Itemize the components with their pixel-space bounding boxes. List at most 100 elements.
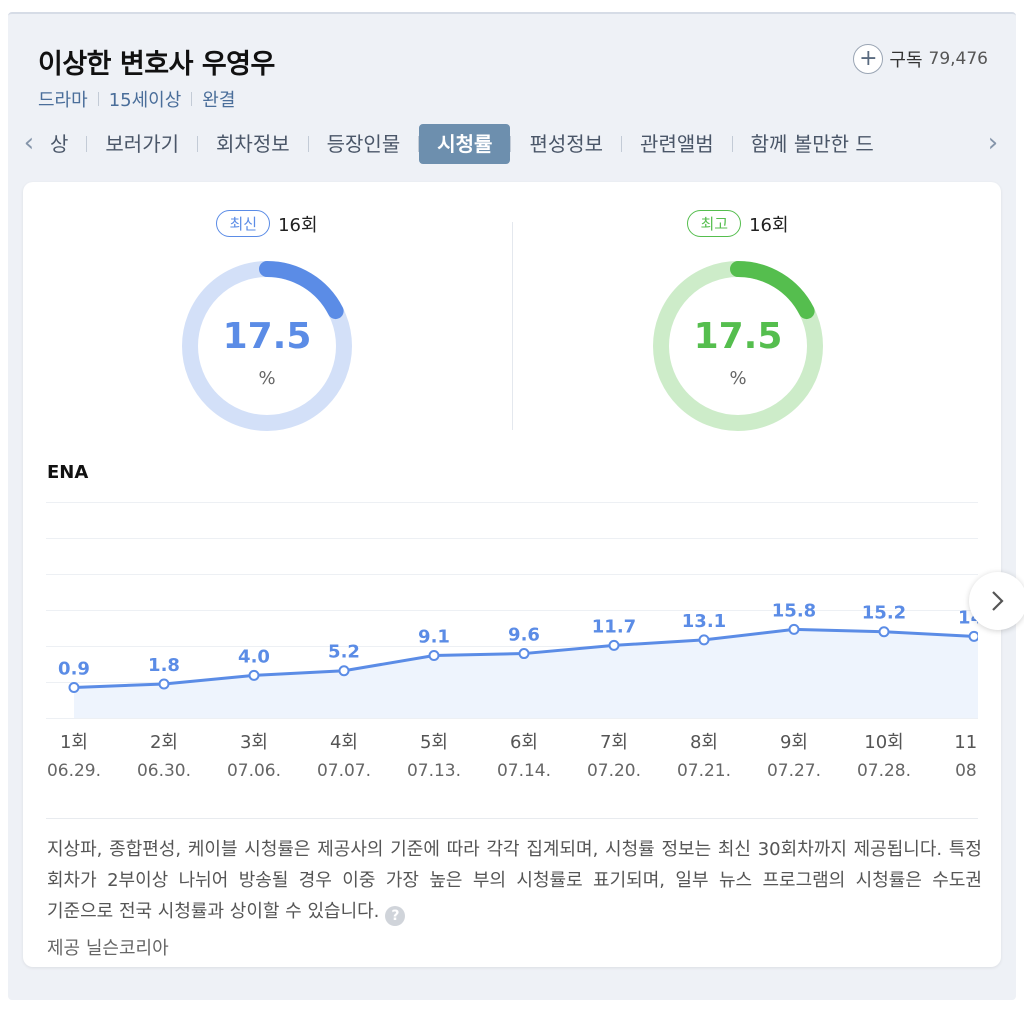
gauge-value: 17.5 bbox=[693, 316, 783, 357]
tab-strip: 상 보러가기 회차정보 등장인물 시청률 편성정보 관련앨범 함께 볼만한 드 bbox=[46, 122, 976, 166]
tab-divider bbox=[307, 136, 309, 152]
chart-date-label: 07.07. bbox=[317, 761, 371, 781]
chevron-right-icon bbox=[992, 591, 1004, 611]
chart-episode-label: 8회 bbox=[690, 732, 718, 753]
chart-point bbox=[878, 626, 890, 638]
tab-row: 상 보러가기 회차정보 등장인물 시청률 편성정보 관련앨범 함께 볼만한 드 bbox=[46, 122, 892, 166]
notice-divider bbox=[46, 818, 978, 819]
chart-episode-label: 6회 bbox=[510, 732, 538, 753]
program-title[interactable]: 이상한 변호사 우영우 bbox=[38, 49, 275, 80]
tab-1[interactable]: 보러가기 bbox=[105, 132, 180, 156]
chart-date-label: 07.27. bbox=[767, 761, 821, 781]
chart-point bbox=[158, 678, 170, 690]
tab-prev-chevron-icon[interactable]: ‹ bbox=[23, 128, 35, 158]
gauge-header: 최신 16회 bbox=[117, 210, 417, 237]
subscribe-count: 79,476 bbox=[928, 49, 988, 69]
ratings-card: 최신 16회 17.5 % 최고 16회 17.5 % ENA 0.9 bbox=[23, 182, 1024, 967]
chart-value-label: 15.2 bbox=[862, 603, 906, 624]
highest-rating-gauge: 최고 16회 17.5 % bbox=[588, 210, 888, 440]
gauge-episode: 16회 bbox=[749, 214, 789, 236]
help-icon[interactable]: ? bbox=[385, 906, 406, 926]
tab-7[interactable]: 함께 볼만한 드 bbox=[750, 132, 874, 156]
chart-point bbox=[698, 634, 710, 646]
status-link[interactable]: 완결 bbox=[202, 90, 236, 111]
gauge-episode: 16회 bbox=[278, 214, 318, 236]
chart-point bbox=[788, 623, 800, 635]
tab-next-chevron-icon[interactable]: › bbox=[987, 128, 999, 158]
chart-date-label: 07.13. bbox=[407, 761, 461, 781]
meta-divider bbox=[191, 92, 193, 106]
chart-value-label: 0.9 bbox=[58, 658, 90, 679]
chart-episode-label: 3회 bbox=[240, 732, 268, 753]
highest-pill: 최고 bbox=[687, 210, 742, 237]
chart-point bbox=[338, 665, 350, 677]
tab-0[interactable]: 상 bbox=[50, 132, 69, 156]
chart-episode-label: 7회 bbox=[600, 732, 628, 753]
gauge-ring bbox=[653, 261, 823, 431]
chart-date-label: 08.0 bbox=[955, 761, 978, 781]
tab-divider bbox=[197, 136, 199, 152]
chart-date-label: 06.29. bbox=[47, 761, 101, 781]
chart-point bbox=[428, 650, 440, 662]
ratings-line-chart: 0.9 1회 06.29. 1.8 2회 06.30. 4.0 3회 07.06. 5.2 4회 07… bbox=[46, 502, 978, 781]
tab-5[interactable]: 편성정보 bbox=[529, 132, 604, 156]
chart-date-label: 07.21. bbox=[677, 761, 731, 781]
chart-episode-label: 9회 bbox=[780, 732, 808, 753]
chart-episode-label: 11회 bbox=[954, 732, 978, 753]
network-name: ENA bbox=[47, 462, 89, 483]
chart-date-label: 06.30. bbox=[137, 761, 191, 781]
notice-text: 지상파, 종합편성, 케이블 시청률은 제공사의 기준에 따라 각각 집계되며,… bbox=[47, 839, 982, 922]
chart-date-label: 07.20. bbox=[587, 761, 641, 781]
chart-episode-label: 1회 bbox=[60, 732, 88, 753]
chart-point bbox=[968, 630, 978, 642]
chart-value-label: 15.8 bbox=[772, 600, 816, 621]
chart-episode-label: 4회 bbox=[330, 732, 358, 753]
chart-date-label: 07.14. bbox=[497, 761, 551, 781]
age-rating-link[interactable]: 15세이상 bbox=[108, 90, 182, 111]
chart-episode-label: 2회 bbox=[150, 732, 178, 753]
latest-pill: 최신 bbox=[216, 210, 271, 237]
program-panel: 이상한 변호사 우영우 드라마 15세이상 완결 + 구독 79,476 ‹ 상… bbox=[8, 12, 1024, 1000]
tab-6[interactable]: 관련앨범 bbox=[640, 132, 714, 156]
tab-bar: ‹ 상 보러가기 회차정보 등장인물 시청률 편성정보 관련앨범 함께 볼만한 드 › bbox=[8, 122, 1016, 166]
gauge-header: 최고 16회 bbox=[588, 210, 888, 237]
plus-icon: + bbox=[853, 44, 884, 74]
tab-divider bbox=[418, 136, 420, 152]
tab-divider bbox=[731, 136, 733, 152]
chart-point bbox=[248, 669, 260, 681]
chart-episode-label: 10회 bbox=[864, 732, 903, 753]
data-provider: 제공 닐슨코리아 bbox=[47, 938, 169, 959]
chart-date-label: 07.28. bbox=[857, 761, 911, 781]
chart-point bbox=[68, 681, 80, 693]
gauge-ring bbox=[182, 261, 352, 431]
subscribe-button[interactable]: + 구독 79,476 bbox=[853, 44, 988, 74]
genre-link[interactable]: 드라마 bbox=[38, 90, 88, 111]
meta-divider bbox=[97, 92, 99, 106]
chart-value-label: 1.8 bbox=[148, 655, 180, 676]
chart-value-label: 4.0 bbox=[238, 646, 270, 667]
gauge-divider bbox=[512, 222, 513, 430]
chart-point bbox=[518, 648, 530, 660]
gauge-unit: % bbox=[258, 368, 276, 389]
chart-value-label: 5.2 bbox=[328, 642, 360, 663]
tab-divider bbox=[621, 136, 623, 152]
tab-3[interactable]: 등장인물 bbox=[326, 132, 401, 156]
chart-date-label: 07.06. bbox=[227, 761, 281, 781]
chart-next-button[interactable] bbox=[969, 572, 1024, 630]
gauge-value: 17.5 bbox=[222, 316, 312, 357]
chart-episode-label: 5회 bbox=[420, 732, 448, 753]
tab-2[interactable]: 회차정보 bbox=[216, 132, 290, 156]
chart-point bbox=[608, 639, 620, 651]
gauge-unit: % bbox=[729, 368, 747, 389]
subscribe-label: 구독 bbox=[889, 50, 923, 71]
program-meta: 드라마 15세이상 완결 bbox=[38, 86, 235, 112]
tab-4[interactable]: 시청률 bbox=[419, 124, 511, 164]
chart-value-label: 13.1 bbox=[682, 611, 726, 632]
chart-value-label: 11.7 bbox=[592, 616, 636, 637]
latest-rating-gauge: 최신 16회 17.5 % bbox=[117, 210, 417, 440]
chart-value-label: 9.1 bbox=[418, 627, 450, 648]
chart-area-fill bbox=[74, 629, 978, 718]
tab-divider bbox=[510, 136, 512, 152]
tab-divider bbox=[86, 136, 88, 152]
chart-value-label: 9.6 bbox=[508, 625, 540, 646]
